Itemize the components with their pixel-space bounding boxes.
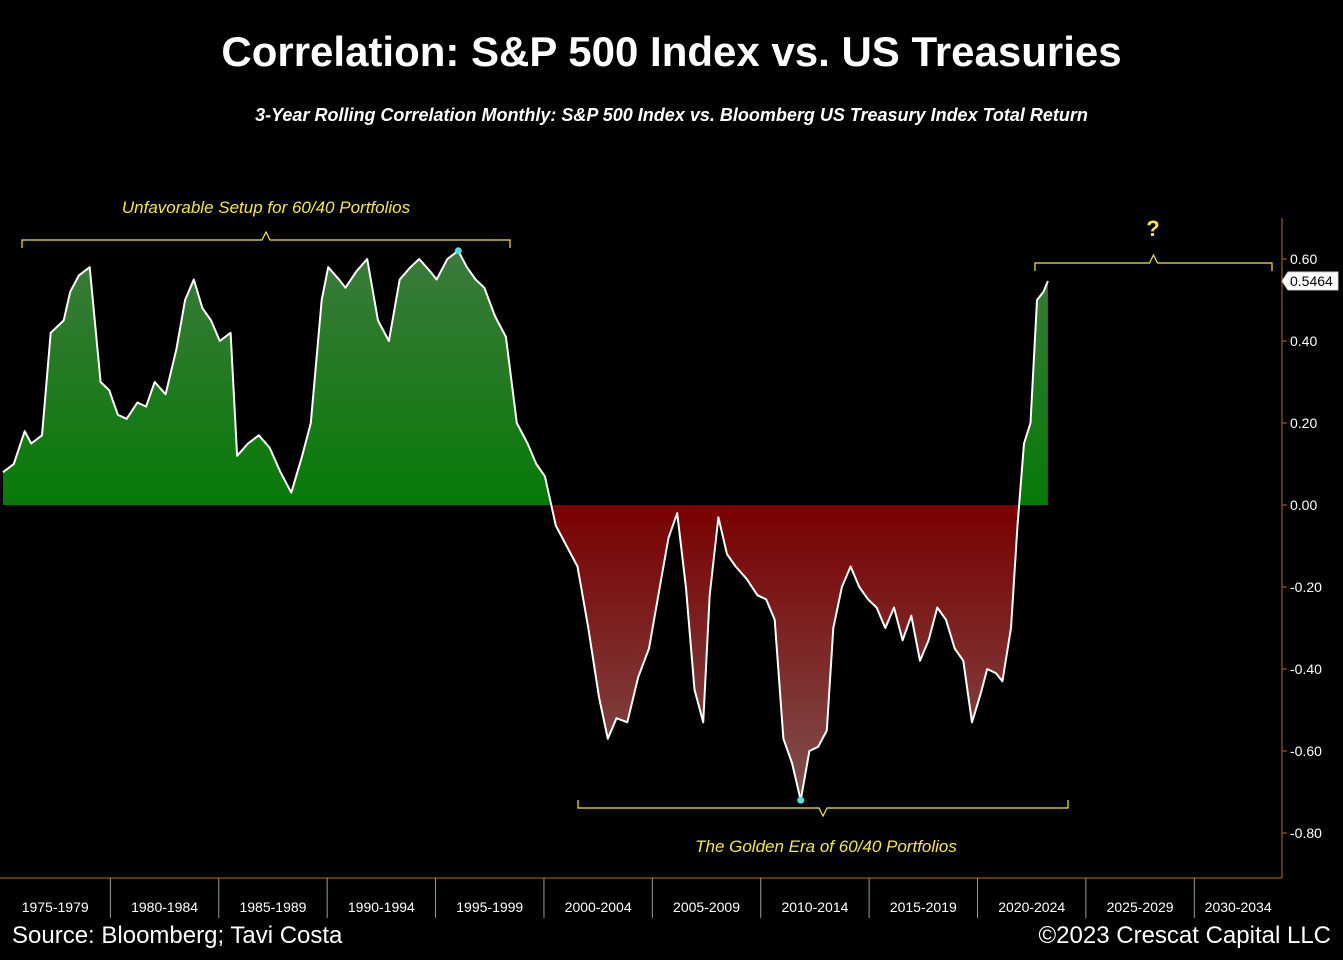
unfavorable-bracket xyxy=(21,230,511,248)
y-tick-label: 0.40 xyxy=(1290,333,1317,349)
axis-layer: -0.80 -0.60 -0.40 -0.20 0.00 0.20 0.40 0.60 0.54… xyxy=(0,218,1339,918)
last-value-label: 0.5464 xyxy=(1290,273,1333,289)
x-tick-label: 2030-2034 xyxy=(1205,899,1272,915)
y-tick-label: 0.60 xyxy=(1290,251,1317,267)
x-tick-label: 1990-1994 xyxy=(348,899,415,915)
question-mark-annotation: ? xyxy=(1146,216,1159,241)
positive-area xyxy=(3,250,1048,505)
min-marker xyxy=(797,796,805,804)
y-tick-label: 0.20 xyxy=(1290,415,1317,431)
copyright-note: ©2023 Crescat Capital LLC xyxy=(1038,922,1332,949)
y-tick-label: -0.40 xyxy=(1290,661,1322,677)
golden-era-bracket xyxy=(577,800,1069,818)
x-tick-label: 1985-1989 xyxy=(239,899,306,915)
x-tick-label: 2025-2029 xyxy=(1107,899,1174,915)
last-value-box xyxy=(1281,271,1339,291)
x-tick-label: 2015-2019 xyxy=(890,899,957,915)
area-layer xyxy=(3,250,1048,801)
y-tick-label: -0.80 xyxy=(1290,825,1322,841)
annotation-layer: Unfavorable Setup for 60/40 Portfolios Th… xyxy=(21,198,1273,856)
y-tick-label: 0.00 xyxy=(1290,497,1317,513)
x-tick-label: 2010-2014 xyxy=(781,899,848,915)
x-tick-label: 1980-1984 xyxy=(131,899,198,915)
negative-area xyxy=(3,505,1048,801)
golden-era-annotation: The Golden Era of 60/40 Portfolios xyxy=(695,837,957,856)
x-tick-label: 1975-1979 xyxy=(22,899,89,915)
source-note: Source: Bloomberg; Tavi Costa xyxy=(12,922,343,949)
x-tick-label: 2000-2004 xyxy=(565,899,632,915)
unfavorable-annotation: Unfavorable Setup for 60/40 Portfolios xyxy=(122,198,411,217)
series-line xyxy=(2,249,1049,802)
line-layer xyxy=(2,247,1049,804)
max-marker xyxy=(454,247,462,255)
chart-title: Correlation: S&P 500 Index vs. US Treasu… xyxy=(221,28,1122,75)
x-tick-label: 2020-2024 xyxy=(998,899,1065,915)
future-bracket xyxy=(1034,253,1273,271)
y-tick-label: -0.60 xyxy=(1290,743,1322,759)
chart-subtitle: 3-Year Rolling Correlation Monthly: S&P … xyxy=(255,105,1088,125)
y-tick-label: -0.20 xyxy=(1290,579,1322,595)
x-tick-label: 1995-1999 xyxy=(456,899,523,915)
x-tick-label: 2005-2009 xyxy=(673,899,740,915)
